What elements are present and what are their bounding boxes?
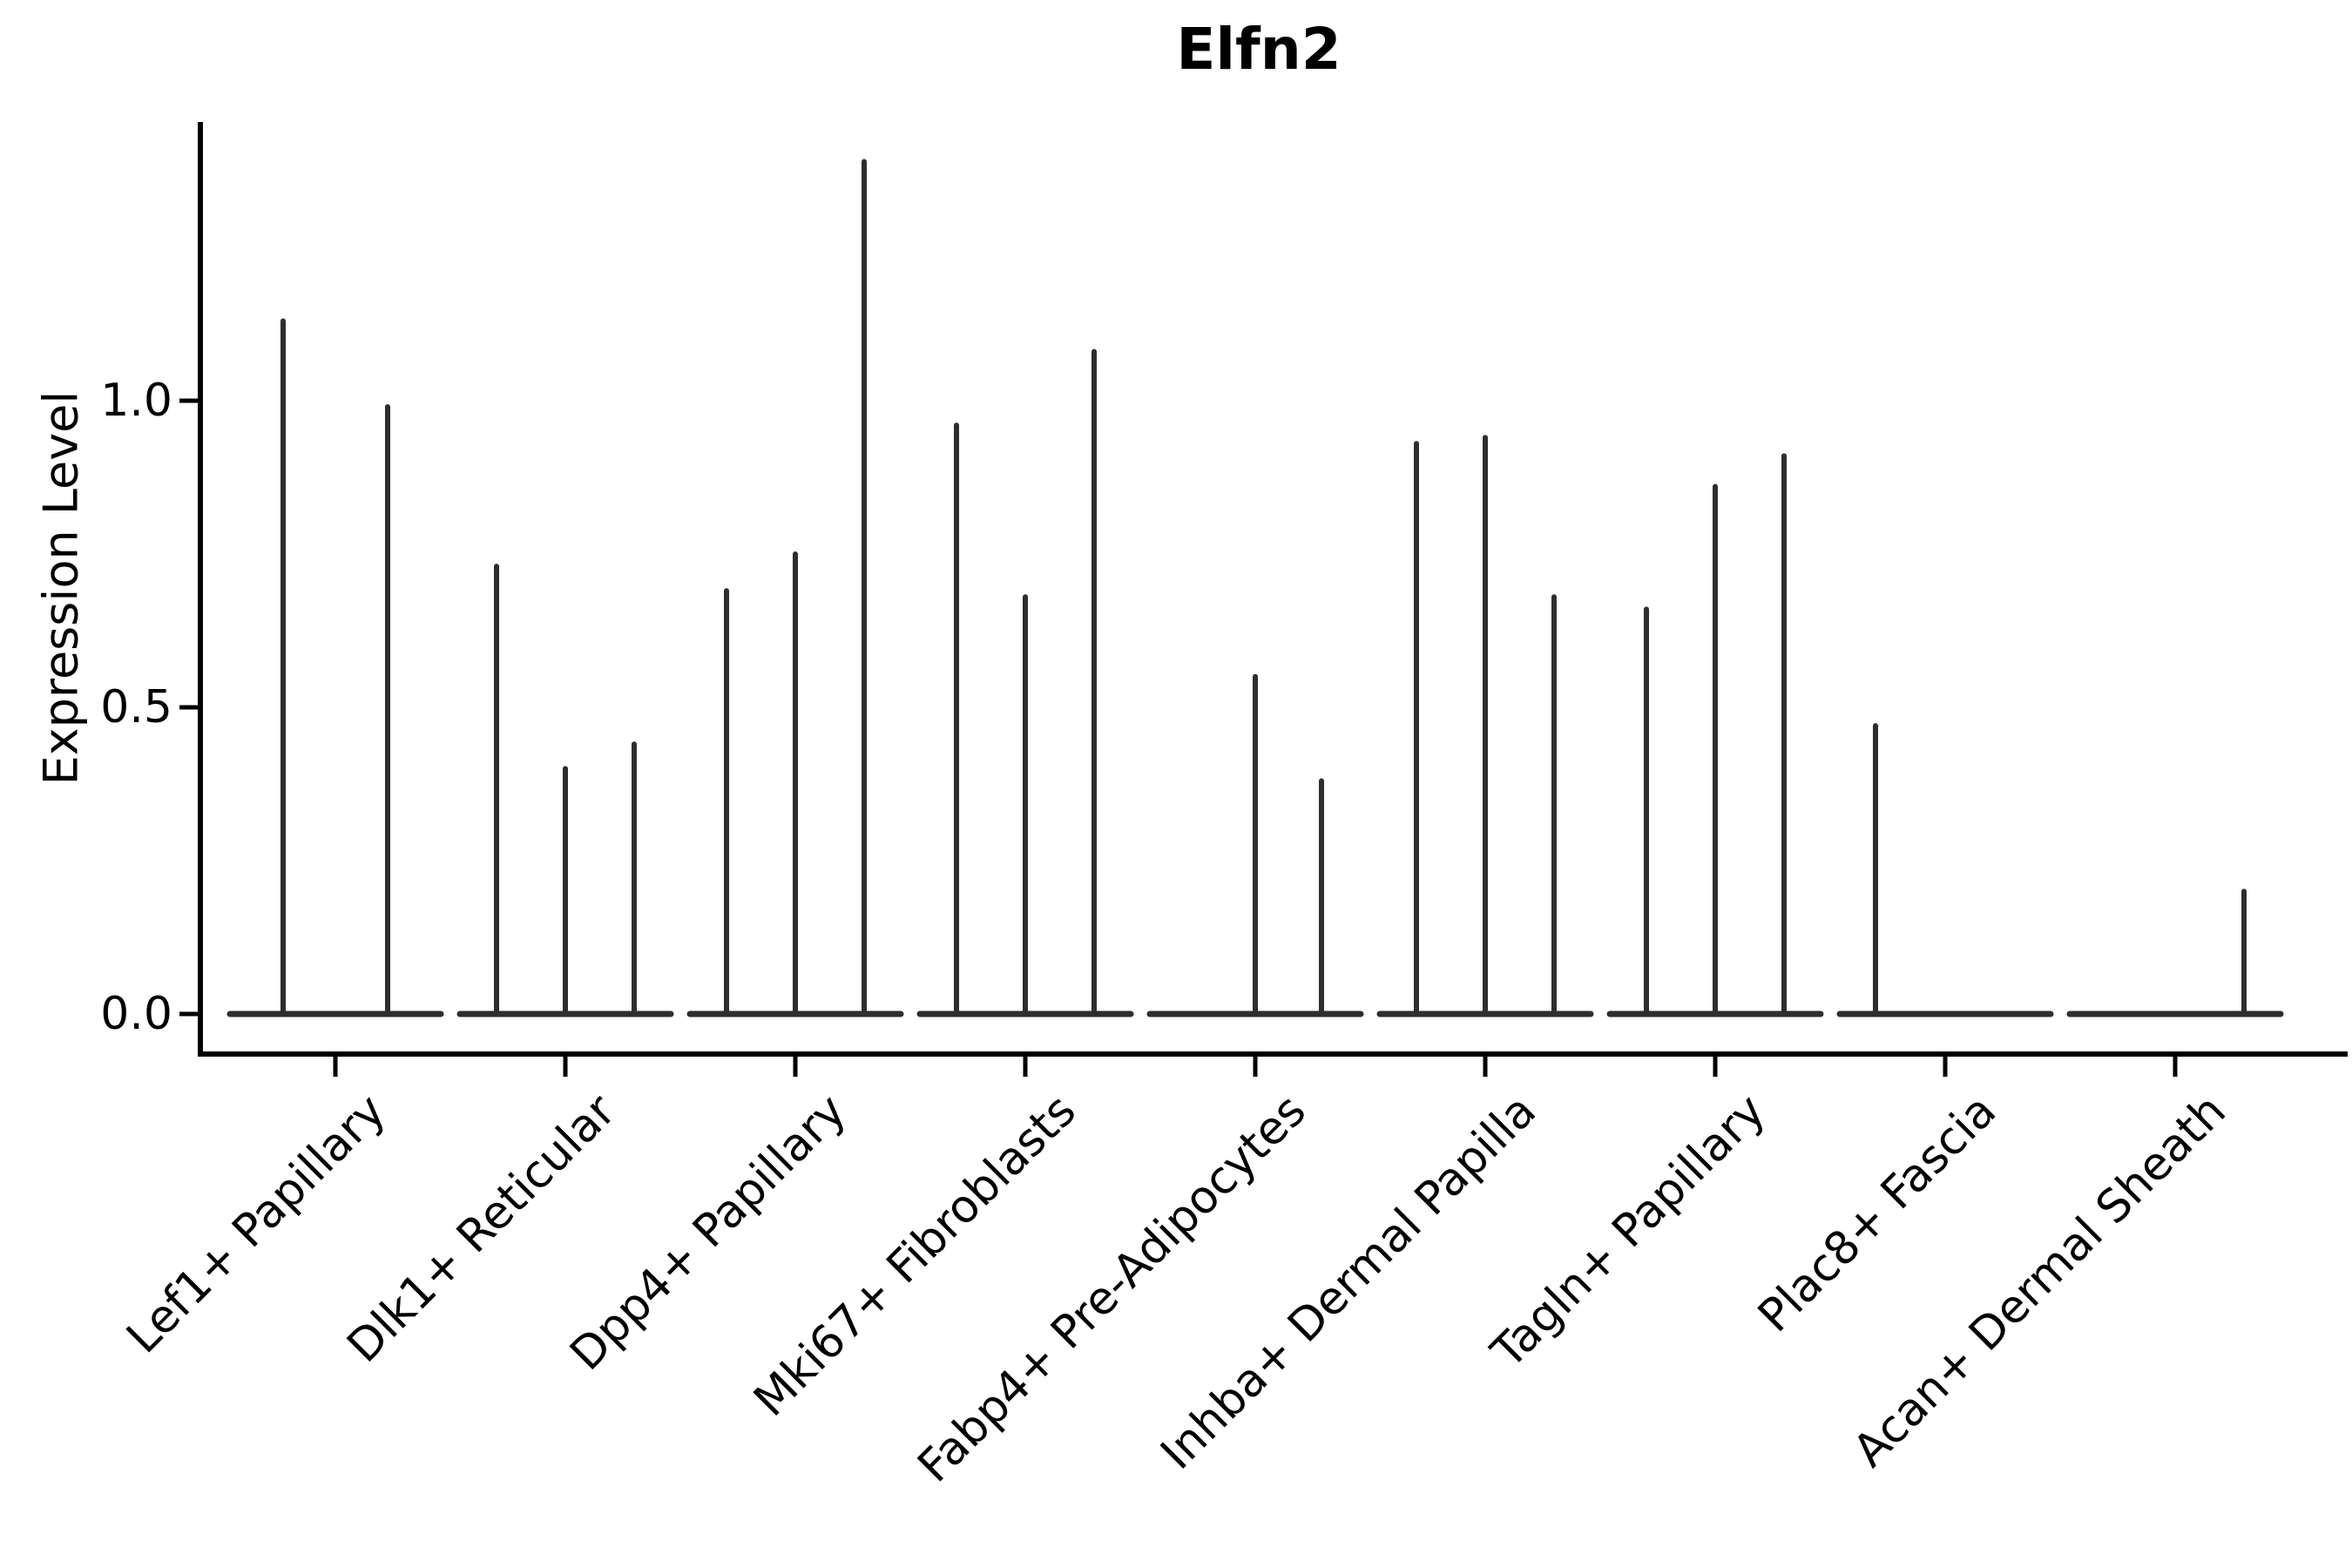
y-tick-label: 0.0 [100, 988, 172, 1040]
chart-title: Elfn2 [1176, 16, 1342, 83]
y-tick-label: 1.0 [100, 375, 172, 427]
y-tick-label: 0.5 [100, 681, 172, 733]
